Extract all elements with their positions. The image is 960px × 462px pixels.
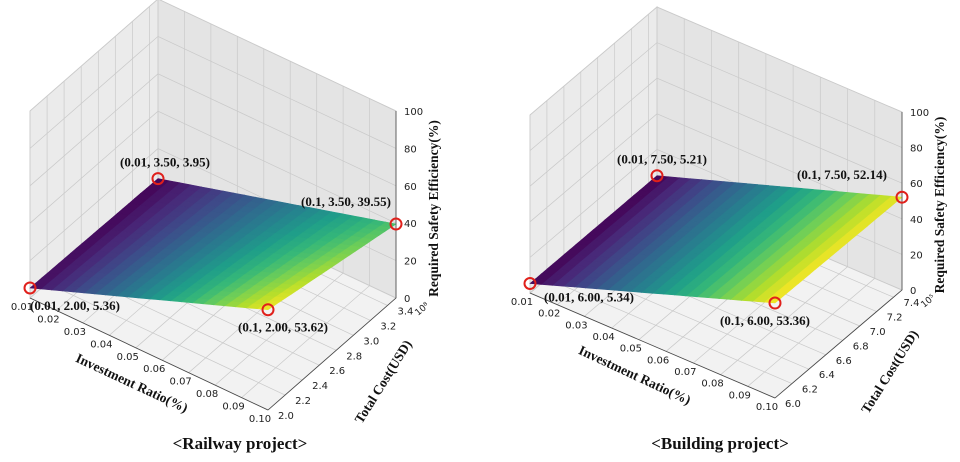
x-tick-label: 0.05 xyxy=(620,344,642,355)
z-grid-line xyxy=(529,113,903,223)
y-axis-line xyxy=(774,289,903,399)
y-tick-label: 7.4 xyxy=(904,298,920,309)
x-tick-label: 0.04 xyxy=(90,339,112,350)
y-tick-label: 6.6 xyxy=(836,356,852,367)
z-tick-label: 20 xyxy=(404,257,417,268)
z-tick-label: 100 xyxy=(910,108,929,119)
z-grid-line xyxy=(529,6,903,116)
building-caption: <Building project> xyxy=(651,434,789,453)
corner-annotation: (0.1, 7.50, 52.14) xyxy=(797,167,887,182)
z-tick-label: 60 xyxy=(404,182,417,193)
z-grid-line xyxy=(29,73,397,187)
z-grid-line xyxy=(29,0,397,112)
x-tick-label: 0.01 xyxy=(11,302,33,313)
z-axis-label: Required Safety Efficiency(%) xyxy=(932,117,947,294)
y-tick-label: 6.2 xyxy=(802,385,818,396)
z-tick-label: 20 xyxy=(910,250,923,261)
y-tick-label: 6.0 xyxy=(785,399,801,410)
z-grid-line xyxy=(29,35,397,149)
y-tick-label: 2.6 xyxy=(329,366,345,377)
z-tick-label: 0 xyxy=(910,286,916,297)
x-tick-label: 0.04 xyxy=(593,332,615,343)
x-tick-label: 0.08 xyxy=(701,379,723,390)
corner-marker xyxy=(261,303,275,317)
z-tick-label: 80 xyxy=(910,144,923,155)
x-tick-label: 0.02 xyxy=(538,309,560,320)
corner-marker xyxy=(650,169,664,183)
x-tick-label: 0.03 xyxy=(64,327,86,338)
y-axis-multiplier: 10⁵ xyxy=(920,293,938,311)
y-tick-label: 6.8 xyxy=(853,341,869,352)
y-tick-label: 3.4 xyxy=(397,306,413,317)
x-axis-line xyxy=(29,297,269,411)
x-tick-label: 0.03 xyxy=(565,320,587,331)
y-tick-label: 2.8 xyxy=(346,351,362,362)
railway-chart-panel: 0.01 0.02 0.03 0.04 0.05 0.06 0.07 0.08 0.09 0.10… xyxy=(11,0,441,453)
x-tick-label: 0.08 xyxy=(196,389,218,400)
corner-marker xyxy=(523,276,537,290)
y-tick-label: 2.4 xyxy=(312,381,328,392)
corner-annotation: (0.01, 3.50, 3.95) xyxy=(120,155,210,170)
y-axis-multiplier: 10⁸ xyxy=(414,301,432,319)
x-tick-label: 0.09 xyxy=(222,402,244,413)
x-tick-label: 0.06 xyxy=(647,355,669,366)
corner-marker xyxy=(151,172,165,186)
x-tick-label: 0.05 xyxy=(117,352,139,363)
corner-annotation: (0.1, 2.00, 53.62) xyxy=(238,320,328,335)
z-tick-label: 80 xyxy=(404,144,417,155)
x-tick-label: 0.10 xyxy=(756,402,778,413)
railway-caption: <Railway project> xyxy=(172,434,308,453)
y-axis-line xyxy=(267,297,397,411)
y-tick-label: 3.0 xyxy=(363,336,379,347)
corner-annotation: (0.1, 3.50, 39.55) xyxy=(301,194,391,209)
corner-marker xyxy=(23,281,37,295)
corner-annotation: (0.01, 6.00, 5.34) xyxy=(544,289,634,304)
x-tick-label: 0.07 xyxy=(674,367,696,378)
x-tick-label: 0.01 xyxy=(511,297,533,308)
z-grid-line xyxy=(29,110,397,224)
z-tick-label: 60 xyxy=(910,179,923,190)
corner-marker xyxy=(895,190,909,204)
z-tick-label: 100 xyxy=(404,107,423,118)
x-tick-label: 0.07 xyxy=(170,377,192,388)
z-axis-label: Required Safety Efficiency(%) xyxy=(426,120,441,297)
building-surface-chart: 0.01 0.02 0.03 0.04 0.05 0.06 0.07 0.08 0.09 0.10… xyxy=(511,5,947,416)
surface xyxy=(529,175,903,304)
x-tick-label: 0.09 xyxy=(729,390,751,401)
z-tick-label: 0 xyxy=(404,294,410,305)
z-grid-line xyxy=(529,77,903,187)
x-tick-label: 0.10 xyxy=(249,414,271,425)
y-tick-label: 6.4 xyxy=(819,370,835,381)
y-tick-label: 3.2 xyxy=(380,321,396,332)
z-tick-label: 40 xyxy=(404,219,417,230)
y-tick-label: 2.2 xyxy=(295,396,311,407)
z-tick-label: 40 xyxy=(910,215,923,226)
x-tick-label: 0.06 xyxy=(143,364,165,375)
corner-annotation: (0.01, 2.00, 5.36) xyxy=(30,298,120,313)
y-tick-label: 7.0 xyxy=(870,327,886,338)
corner-annotation: (0.1, 6.00, 53.36) xyxy=(720,313,810,328)
corner-annotation: (0.01, 7.50, 5.21) xyxy=(617,152,707,167)
railway-surface-chart: 0.01 0.02 0.03 0.04 0.05 0.06 0.07 0.08 0.09 0.10… xyxy=(11,0,441,426)
y-tick-label: 2.0 xyxy=(278,411,294,422)
corner-marker xyxy=(768,296,782,310)
x-tick-label: 0.02 xyxy=(37,314,59,325)
y-tick-label: 7.2 xyxy=(887,313,903,324)
z-grid-line xyxy=(529,42,903,151)
x-axis-line xyxy=(529,292,776,399)
building-chart-panel: 0.01 0.02 0.03 0.04 0.05 0.06 0.07 0.08 0.09 0.10… xyxy=(480,0,960,462)
corner-marker xyxy=(389,217,403,231)
